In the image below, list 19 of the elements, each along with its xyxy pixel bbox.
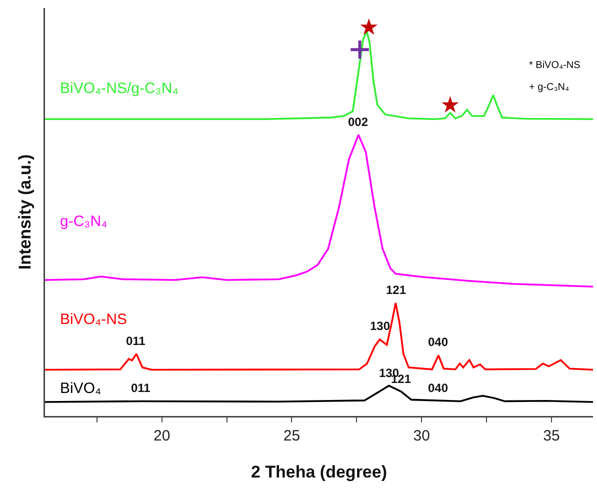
x-tick-label: 25 [283, 428, 300, 444]
annotation: + g-C₃N₄ [529, 82, 570, 93]
annotation: 040 [428, 381, 448, 395]
annotation: 121 [386, 283, 406, 297]
annotation: 011 [126, 334, 146, 348]
annotation: 011 [131, 381, 151, 395]
x-tick-label: 30 [413, 428, 430, 444]
x-tick-label: 35 [543, 428, 560, 444]
annotation: * BiVO₄-NS [529, 60, 581, 71]
series-label: BiVO₄-NS/g-C₃N₄ [60, 80, 178, 97]
annotation: 040 [428, 335, 448, 349]
series-label: BiVO₄-NS [60, 311, 127, 328]
x-tick-label: 20 [154, 428, 170, 444]
series-label: BiVO₄ [60, 380, 102, 397]
annotation: 130 [370, 319, 390, 333]
y-axis-title: Intensity (a.u.) [15, 154, 34, 270]
x-axis-title: 2 Theha (degree) [250, 462, 388, 482]
text: g-C₃N₄ [60, 213, 108, 230]
annotation: 002 [348, 115, 368, 129]
